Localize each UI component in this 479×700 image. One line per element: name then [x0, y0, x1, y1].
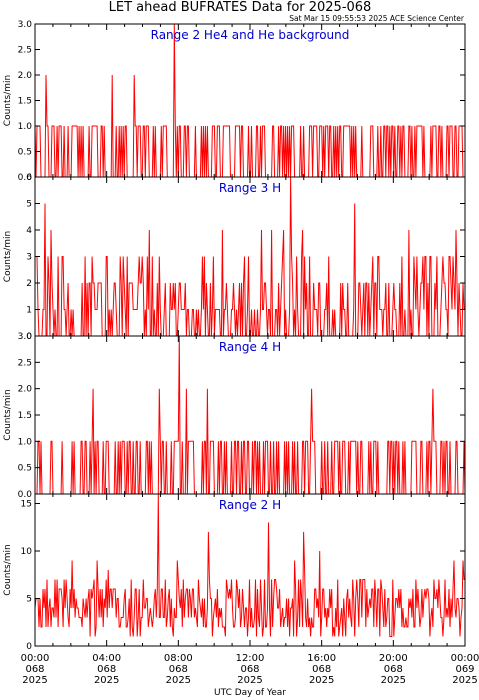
- y-tick-label: 1: [26, 306, 32, 316]
- x-tick-label: 2025: [452, 675, 477, 686]
- x-tick-label: 068: [240, 664, 259, 675]
- x-axis: 00:00068202504:00068202508:00068202512:0…: [21, 653, 479, 686]
- y-tick-label: 0.0: [18, 173, 33, 183]
- y-tick-label: 1.0: [18, 122, 33, 132]
- x-tick-label: 2025: [166, 675, 191, 686]
- panel-label: Range 3 H: [219, 181, 281, 195]
- x-tick-label: 069: [455, 664, 474, 675]
- x-tick-label: 16:00: [307, 653, 336, 664]
- y-tick-label: 15: [21, 500, 32, 510]
- chart-title: LET ahead BUFRATES Data for 2025-068: [109, 0, 372, 15]
- y-tick-label: 0.0: [18, 490, 33, 500]
- y-axis-label: Counts/min: [3, 75, 13, 126]
- y-tick-label: 0: [26, 642, 32, 652]
- series-trace: [34, 493, 465, 637]
- y-axis-label: Counts/min: [3, 231, 13, 282]
- panel-frame: [34, 335, 466, 495]
- series-trace: [35, 176, 465, 337]
- y-tick-label: 3: [26, 253, 32, 263]
- panel-4: 0 5 10 15 Counts/min Range 2 H: [3, 493, 466, 652]
- y-tick-label: 3.0: [18, 332, 33, 342]
- x-tick-label: 2025: [309, 675, 334, 686]
- y-axis-label: Counts/min: [3, 389, 13, 440]
- y-tick-label: 2.0: [18, 385, 33, 395]
- y-tick-label: 5: [26, 595, 32, 605]
- x-tick-label: 068: [312, 664, 331, 675]
- panel-3: 0.0 0.5 1.0 1.5 2.0 2.5 3.0 Counts/min Range 4 H: [3, 332, 466, 500]
- y-tick-label: 2.0: [18, 71, 33, 81]
- y-tick-label: 2: [26, 279, 32, 289]
- x-tick-label: 068: [384, 664, 403, 675]
- y-tick-label: 1.0: [18, 437, 33, 447]
- x-tick-label: 068: [169, 664, 188, 675]
- y-tick-label: 10: [21, 547, 33, 557]
- x-tick-label: 2025: [381, 675, 406, 686]
- panel-1: 0.0 0.5 1.0 1.5 2.0 2.5 3.0 Counts/min Range 2 H…: [3, 20, 466, 183]
- panel-label: Range 2 He4 and He background: [151, 28, 350, 42]
- y-tick-label: 1.5: [18, 97, 32, 107]
- timestamp: Sat Mar 15 09:55:53 2025 ACE Science Cen…: [289, 14, 465, 23]
- panels: 0.0 0.5 1.0 1.5 2.0 2.5 3.0 Counts/min Range 2 H…: [3, 20, 466, 652]
- series-trace: [35, 335, 466, 495]
- y-tick-label: 2.5: [18, 358, 32, 368]
- x-tick-label: 00:00: [21, 653, 50, 664]
- panel-2: 0 1 2 3 4 5 6 Counts/min Range 3 H: [3, 173, 466, 342]
- y-axis-label: Counts/min: [3, 544, 13, 595]
- x-tick-label: 068: [97, 664, 116, 675]
- x-tick-label: 068: [25, 664, 44, 675]
- x-tick-label: 2025: [94, 675, 119, 686]
- y-tick-label: 4: [26, 226, 32, 236]
- y-tick-label: 6: [26, 173, 32, 183]
- x-tick-label: 2025: [237, 675, 262, 686]
- y-tick-label: 0.5: [18, 464, 32, 474]
- panel-label: Range 4 H: [219, 340, 281, 354]
- x-tick-label: 08:00: [164, 653, 193, 664]
- y-tick-label: 5: [26, 200, 32, 210]
- y-tick-label: 0: [26, 332, 32, 342]
- x-tick-label: 2025: [22, 675, 47, 686]
- y-tick-label: 0.5: [18, 148, 32, 158]
- x-tick-label: 04:00: [92, 653, 121, 664]
- y-tick-label: 3.0: [18, 20, 33, 30]
- x-tick-label: 20:00: [379, 653, 408, 664]
- x-tick-label: 00:00: [451, 653, 479, 664]
- y-tick-label: 2.5: [18, 46, 32, 56]
- y-tick-label: 1.5: [18, 411, 32, 421]
- series-trace: [34, 23, 465, 178]
- panel-label: Range 2 H: [219, 498, 281, 512]
- x-tick-label: 12:00: [236, 653, 265, 664]
- x-axis-label: UTC Day of Year: [214, 688, 286, 698]
